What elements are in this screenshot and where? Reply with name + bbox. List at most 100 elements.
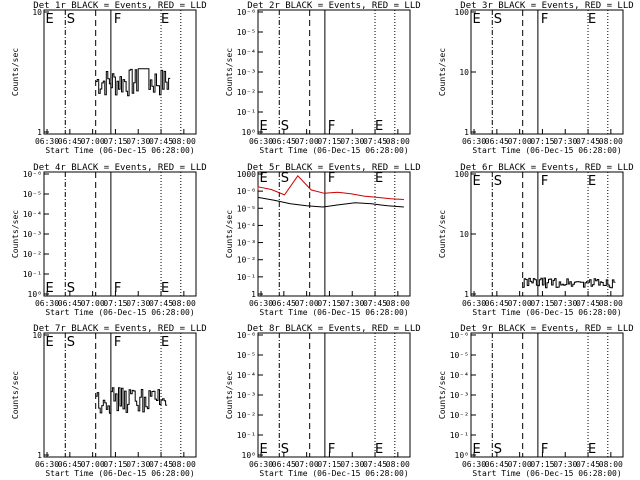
y-tick-label: 10⁰ xyxy=(242,451,256,460)
marker-letter-f: F xyxy=(541,442,548,457)
marker-letter-s: S xyxy=(281,119,289,134)
x-tick-label: 07:15 xyxy=(103,460,127,469)
panel-title: Det 5r BLACK = Events, RED = LLD xyxy=(247,163,420,173)
marker-letter-f: F xyxy=(328,171,335,186)
y-tick-label: 10⁻³ xyxy=(237,68,256,77)
x-tick-label: 07:30 xyxy=(340,299,364,308)
x-tick-label: 06:30 xyxy=(462,137,486,146)
x-axis-label: Start Time (06-Dec-15 06:28:00) xyxy=(472,308,621,317)
x-tick-label: 07:45 xyxy=(576,299,600,308)
x-tick-label: 07:00 xyxy=(295,460,319,469)
marker-letter-e: E xyxy=(588,12,596,27)
x-tick-label: 07:15 xyxy=(530,137,554,146)
y-tick-label: 10⁻² xyxy=(450,411,469,420)
marker-letter-s: S xyxy=(494,12,502,27)
marker-letter-e: E xyxy=(161,335,169,350)
plot-frame xyxy=(43,9,197,135)
marker-letter-e: E xyxy=(161,12,169,27)
y-tick-label: 10⁻³ xyxy=(23,230,42,239)
marker-letter-e: E xyxy=(46,12,54,27)
x-tick-label: 07:30 xyxy=(126,299,150,308)
x-axis-label: Start Time (06-Dec-15 06:28:00) xyxy=(259,146,408,155)
x-tick-label: 08:00 xyxy=(599,299,623,308)
x-tick-label: 06:45 xyxy=(58,299,82,308)
y-tick-label: 10⁻² xyxy=(237,256,256,265)
x-tick-label: 06:30 xyxy=(249,460,273,469)
marker-letter-f: F xyxy=(114,281,121,296)
x-tick-label: 06:45 xyxy=(485,137,509,146)
x-tick-label: 07:00 xyxy=(81,137,105,146)
y-axis-label: Counts/sec xyxy=(438,210,447,258)
plot-frame xyxy=(470,171,624,297)
x-tick-label: 08:00 xyxy=(172,460,196,469)
x-tick-label: 06:45 xyxy=(58,460,82,469)
y-tick-label: 100 xyxy=(455,8,470,17)
x-tick-label: 06:45 xyxy=(485,460,509,469)
marker-letter-s: S xyxy=(281,171,289,186)
x-tick-label: 07:00 xyxy=(508,137,532,146)
x-tick-label: 07:15 xyxy=(103,299,127,308)
x-tick-label: 07:15 xyxy=(317,460,341,469)
plot-frame xyxy=(257,9,411,135)
marker-letter-s: S xyxy=(494,174,502,189)
y-tick-label: 10⁻³ xyxy=(237,239,256,248)
x-tick-label: 06:45 xyxy=(58,137,82,146)
y-tick-label: 10⁻⁴ xyxy=(450,371,469,380)
y-tick-label: 10⁻⁵ xyxy=(450,351,469,360)
x-tick-label: 06:45 xyxy=(272,299,296,308)
series-line-events xyxy=(257,196,404,208)
x-axis-label: Start Time (06-Dec-15 06:28:00) xyxy=(45,146,194,155)
x-tick-label: 07:00 xyxy=(295,137,319,146)
marker-letter-f: F xyxy=(114,335,121,350)
marker-letter-e: E xyxy=(46,281,54,296)
panel-title: Det 3r BLACK = Events, RED = LLD xyxy=(460,1,633,11)
marker-letter-f: F xyxy=(541,12,548,27)
plot-frame xyxy=(43,171,197,297)
marker-letter-s: S xyxy=(281,442,289,457)
marker-letter-s: S xyxy=(67,281,75,296)
y-tick-label: 10⁻² xyxy=(23,250,42,259)
y-axis-label: Counts/sec xyxy=(225,48,234,96)
plot-frame xyxy=(257,171,411,297)
marker-letter-e: E xyxy=(260,119,268,134)
plot-frame xyxy=(257,332,411,458)
x-tick-label: 07:15 xyxy=(530,460,554,469)
x-tick-label: 06:30 xyxy=(249,137,273,146)
y-tick-label: 10 xyxy=(459,230,469,239)
marker-letter-f: F xyxy=(114,12,121,27)
y-tick-label: 1 xyxy=(464,290,469,299)
x-tick-label: 06:30 xyxy=(462,299,486,308)
y-tick-label: 10⁻³ xyxy=(237,391,256,400)
y-tick-label: 10⁻⁵ xyxy=(237,28,256,37)
x-tick-label: 07:00 xyxy=(508,460,532,469)
y-tick-label: 10⁻⁶ xyxy=(237,8,256,17)
marker-letter-e: E xyxy=(473,442,481,457)
y-tick-label: 10⁻¹ xyxy=(23,270,42,279)
y-tick-label: 10⁻⁵ xyxy=(23,190,42,199)
x-tick-label: 07:00 xyxy=(508,299,532,308)
marker-letter-e: E xyxy=(588,174,596,189)
y-axis-label: Counts/sec xyxy=(225,371,234,419)
x-tick-label: 06:30 xyxy=(35,460,59,469)
marker-letter-e: E xyxy=(161,281,169,296)
y-tick-label: 10⁻⁴ xyxy=(23,210,42,219)
x-tick-label: 07:00 xyxy=(81,299,105,308)
marker-letter-e: E xyxy=(46,335,54,350)
y-tick-label: 10⁻⁴ xyxy=(237,371,256,380)
x-tick-label: 06:30 xyxy=(35,137,59,146)
y-axis-label: Counts/sec xyxy=(11,48,20,96)
marker-letter-e: E xyxy=(375,119,383,134)
y-tick-label: 1 xyxy=(37,128,42,137)
panel-title: Det 1r BLACK = Events, RED = LLD xyxy=(33,1,206,11)
x-tick-label: 07:45 xyxy=(149,137,173,146)
y-tick-label: 10 xyxy=(459,68,469,77)
y-tick-label: 10⁻³ xyxy=(450,391,469,400)
x-tick-label: 06:30 xyxy=(35,299,59,308)
y-axis-label: Counts/sec xyxy=(11,210,20,258)
